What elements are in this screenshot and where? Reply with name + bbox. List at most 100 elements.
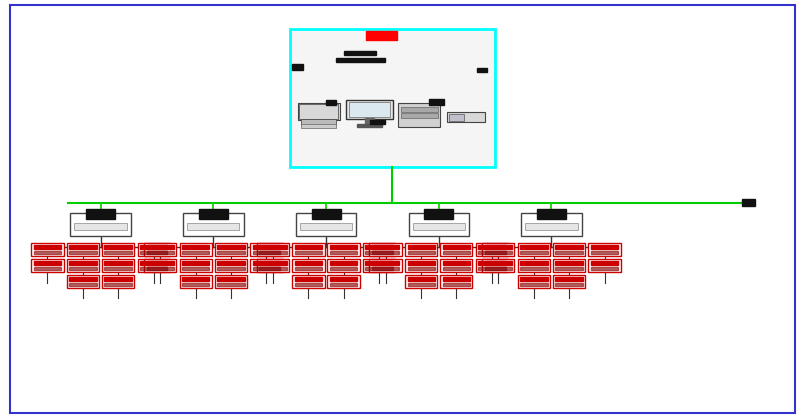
Bar <box>482 259 514 272</box>
Bar <box>105 261 132 265</box>
Bar <box>180 275 212 288</box>
Bar <box>518 275 550 288</box>
Bar <box>259 251 287 254</box>
Bar <box>443 277 470 281</box>
Bar <box>553 259 585 272</box>
Bar <box>102 243 134 256</box>
Bar <box>71 213 130 236</box>
Bar <box>253 251 280 254</box>
Bar <box>182 283 209 286</box>
Bar <box>298 103 340 120</box>
Bar <box>485 251 512 254</box>
Bar <box>86 209 115 219</box>
Bar <box>398 103 440 127</box>
Bar <box>520 261 547 265</box>
Bar <box>478 251 506 254</box>
Bar <box>537 209 566 219</box>
Bar <box>215 275 247 288</box>
Bar <box>69 261 97 265</box>
Bar <box>138 259 170 272</box>
Bar <box>217 251 245 254</box>
Bar <box>413 223 465 230</box>
Bar <box>369 243 402 256</box>
Bar <box>443 251 470 254</box>
Bar <box>401 107 438 112</box>
Bar <box>370 120 385 124</box>
Bar <box>328 243 360 256</box>
Bar <box>105 245 132 249</box>
Bar <box>330 277 357 281</box>
Bar <box>328 275 360 288</box>
Bar <box>250 259 283 272</box>
Bar <box>372 251 399 254</box>
Bar <box>31 259 64 272</box>
Bar <box>217 267 245 270</box>
Bar <box>330 267 357 270</box>
Bar <box>372 267 399 270</box>
Bar <box>312 209 341 219</box>
Bar <box>344 51 376 55</box>
Bar <box>520 277 547 281</box>
Bar <box>365 245 393 249</box>
Bar <box>182 261 209 265</box>
Bar <box>301 119 336 125</box>
Bar <box>591 245 618 249</box>
Bar <box>485 267 512 270</box>
Bar <box>349 102 390 117</box>
Bar <box>372 245 399 249</box>
Bar <box>365 267 393 270</box>
Bar <box>69 267 97 270</box>
Bar <box>180 243 212 256</box>
Bar <box>257 259 289 272</box>
Bar <box>296 213 357 236</box>
Bar <box>522 213 582 236</box>
Bar <box>259 261 287 265</box>
Bar <box>429 99 444 104</box>
Bar <box>407 261 435 265</box>
Bar <box>555 261 583 265</box>
Bar <box>336 58 385 62</box>
Bar <box>409 213 469 236</box>
Bar <box>34 245 61 249</box>
Bar <box>138 243 170 256</box>
Bar <box>555 283 583 286</box>
Bar <box>485 245 512 249</box>
Bar <box>295 261 322 265</box>
Bar <box>482 243 514 256</box>
Bar <box>588 243 621 256</box>
Bar <box>555 251 583 254</box>
Bar <box>330 251 357 254</box>
Bar <box>184 213 243 236</box>
Bar <box>74 223 127 230</box>
Bar <box>144 259 176 272</box>
Bar <box>217 277 245 281</box>
Bar <box>299 104 338 119</box>
Bar <box>182 277 209 281</box>
Bar <box>34 267 61 270</box>
Bar <box>69 251 97 254</box>
Bar <box>182 267 209 270</box>
Bar <box>372 261 399 265</box>
Bar <box>328 259 360 272</box>
Bar <box>250 243 283 256</box>
Bar <box>443 261 470 265</box>
Bar <box>217 245 245 249</box>
Bar <box>253 267 280 270</box>
Bar <box>144 243 176 256</box>
Bar <box>147 261 174 265</box>
Bar <box>520 267 547 270</box>
Bar <box>187 223 240 230</box>
Bar <box>526 223 578 230</box>
Bar <box>405 275 437 288</box>
Bar <box>485 261 512 265</box>
Bar <box>440 243 473 256</box>
Bar <box>34 251 61 254</box>
Bar <box>257 243 289 256</box>
Bar <box>357 124 382 127</box>
Bar <box>365 118 374 124</box>
Bar <box>67 275 99 288</box>
Bar <box>553 275 585 288</box>
Bar <box>105 251 132 254</box>
Bar <box>69 277 97 281</box>
Bar <box>365 251 393 254</box>
